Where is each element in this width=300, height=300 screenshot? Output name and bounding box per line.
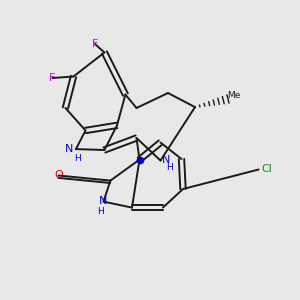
Text: F: F: [92, 39, 98, 49]
Text: H: H: [97, 207, 104, 216]
Text: O: O: [54, 170, 63, 181]
Text: H: H: [166, 164, 173, 172]
Text: Cl: Cl: [262, 164, 272, 175]
Text: N: N: [162, 154, 170, 165]
Text: F: F: [49, 73, 56, 83]
Text: H: H: [74, 154, 80, 163]
Text: N: N: [65, 143, 74, 154]
Text: Me: Me: [227, 92, 240, 100]
Text: N: N: [99, 196, 108, 206]
